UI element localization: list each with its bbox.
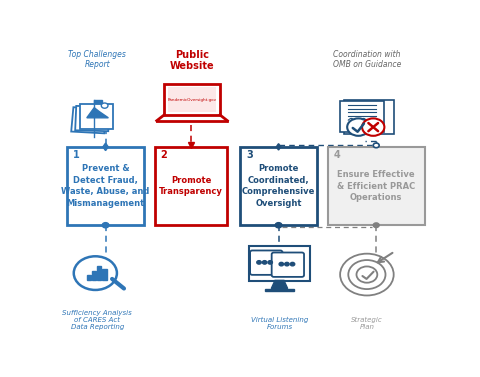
Circle shape — [102, 222, 109, 228]
Polygon shape — [97, 266, 101, 280]
Text: Top Challenges
Report: Top Challenges Report — [68, 50, 126, 69]
Polygon shape — [94, 100, 102, 103]
Polygon shape — [102, 269, 107, 280]
Text: Sufficiency Analysis
of CARES Act
Data Reporting: Sufficiency Analysis of CARES Act Data R… — [62, 310, 132, 330]
Polygon shape — [87, 108, 108, 118]
FancyBboxPatch shape — [155, 147, 228, 225]
Text: 1: 1 — [73, 150, 80, 160]
FancyBboxPatch shape — [340, 101, 384, 132]
Circle shape — [357, 267, 377, 283]
Text: Coordination with
OMB on Guidance: Coordination with OMB on Guidance — [333, 50, 401, 69]
FancyBboxPatch shape — [67, 147, 144, 225]
Polygon shape — [87, 274, 91, 280]
Circle shape — [340, 254, 394, 296]
Text: Prevent &
Detect Fraud,
Waste, Abuse, and
Mismanagement: Prevent & Detect Fraud, Waste, Abuse, an… — [61, 164, 150, 208]
Polygon shape — [156, 115, 228, 121]
Polygon shape — [264, 288, 294, 291]
Circle shape — [101, 103, 108, 108]
Text: Strategic
Plan: Strategic Plan — [351, 317, 383, 330]
Polygon shape — [276, 144, 281, 150]
FancyBboxPatch shape — [168, 87, 216, 112]
Text: 3: 3 — [246, 150, 253, 160]
Circle shape — [279, 262, 284, 266]
FancyBboxPatch shape — [75, 106, 109, 131]
Text: Public
Website: Public Website — [170, 50, 215, 71]
FancyBboxPatch shape — [328, 147, 424, 225]
Circle shape — [285, 262, 289, 266]
Text: Virtual Listening
Forums: Virtual Listening Forums — [251, 317, 308, 330]
Circle shape — [275, 222, 282, 228]
FancyBboxPatch shape — [71, 107, 107, 133]
Circle shape — [348, 260, 385, 289]
FancyBboxPatch shape — [249, 247, 310, 281]
Circle shape — [263, 261, 267, 264]
FancyBboxPatch shape — [272, 253, 304, 277]
Polygon shape — [92, 271, 96, 280]
Text: Promote
Coordinated,
Comprehensive
Oversight: Promote Coordinated, Comprehensive Overs… — [242, 164, 315, 208]
Circle shape — [268, 261, 273, 264]
Circle shape — [373, 143, 379, 148]
FancyBboxPatch shape — [250, 250, 282, 275]
Text: 4: 4 — [334, 150, 340, 160]
Circle shape — [290, 262, 295, 266]
Circle shape — [257, 261, 261, 264]
Circle shape — [347, 118, 370, 136]
FancyBboxPatch shape — [344, 100, 394, 134]
Text: Promote
Transparency: Promote Transparency — [159, 176, 223, 196]
Polygon shape — [271, 280, 288, 288]
Text: 2: 2 — [160, 150, 167, 160]
Text: Ensure Effective
& Efficient PRAC
Operations: Ensure Effective & Efficient PRAC Operat… — [337, 170, 415, 202]
Text: PandemicOversight.gov: PandemicOversight.gov — [168, 98, 216, 103]
Circle shape — [362, 118, 384, 136]
Circle shape — [373, 223, 379, 228]
Polygon shape — [103, 143, 108, 151]
FancyBboxPatch shape — [240, 147, 317, 225]
Circle shape — [74, 256, 117, 290]
FancyBboxPatch shape — [164, 84, 220, 115]
FancyBboxPatch shape — [80, 104, 113, 129]
